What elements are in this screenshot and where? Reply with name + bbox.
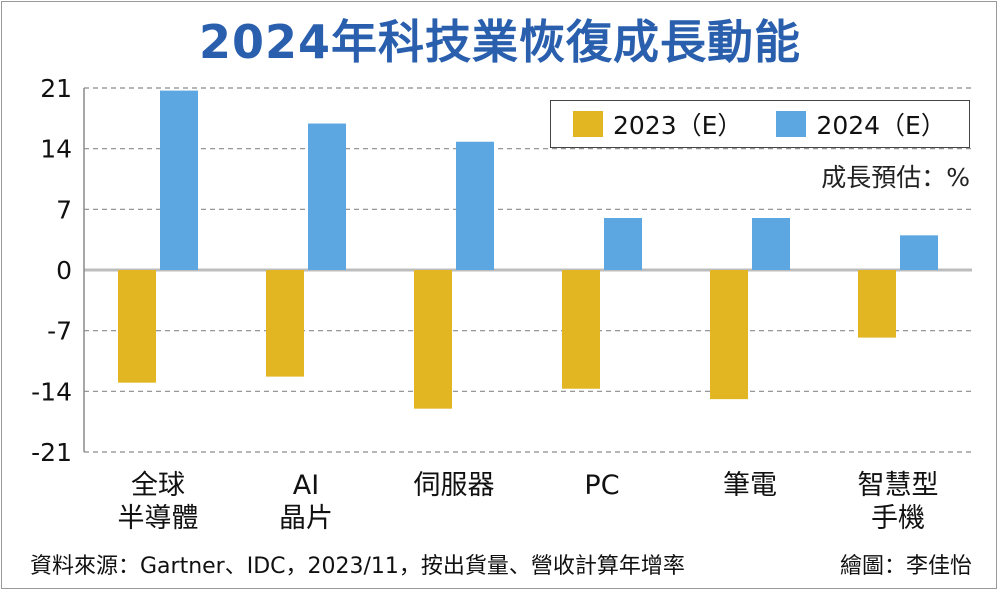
- legend-swatch-2024: [776, 111, 807, 137]
- unit-note: 成長預估：%: [821, 163, 970, 192]
- x-tick-label: AI: [293, 470, 319, 501]
- credit-note: 繪圖：李佳怡: [839, 554, 972, 579]
- bar-2023: [266, 270, 304, 377]
- legend-label-2024: 2024（E）: [816, 111, 946, 140]
- y-tick-label: 14: [40, 135, 72, 164]
- y-tick-label: 0: [56, 256, 72, 285]
- legend-item-2023: 2023（E）: [573, 106, 742, 142]
- bar-2024: [900, 235, 938, 270]
- x-tick-label: 手機: [871, 503, 925, 534]
- x-tick-label: 全球: [131, 470, 185, 501]
- bar-2024: [160, 90, 198, 270]
- y-tick-label: -14: [31, 377, 72, 406]
- x-tick-label: 晶片: [279, 503, 333, 534]
- legend-item-2024: 2024（E）: [776, 106, 946, 142]
- bar-2024: [752, 218, 790, 270]
- bar-2023: [858, 270, 896, 338]
- y-tick-label: -7: [47, 317, 72, 346]
- y-tick-label: 21: [40, 74, 72, 103]
- y-tick-label: 7: [56, 195, 72, 224]
- chart-title: 2024年科技業恢復成長動能: [198, 15, 802, 69]
- legend: 2023（E） 2024（E）: [550, 100, 970, 148]
- source-note: 資料來源：Gartner、IDC，2023/11，按出貨量、營收計算年增率: [30, 554, 685, 579]
- x-tick-label: PC: [584, 470, 619, 501]
- x-tick-label: 半導體: [118, 503, 199, 534]
- bar-2024: [604, 218, 642, 270]
- bar-2023: [118, 270, 156, 383]
- bar-2023: [414, 270, 452, 409]
- x-tick-label: 伺服器: [414, 470, 495, 501]
- bar-2023: [710, 270, 748, 400]
- bar-2024: [456, 141, 494, 270]
- legend-swatch-2023: [573, 111, 603, 137]
- x-tick-label: 智慧型: [858, 470, 939, 501]
- y-tick-label: -21: [31, 438, 72, 467]
- legend-label-2023: 2023（E）: [613, 111, 743, 140]
- bar-2024: [308, 123, 346, 271]
- bar-2023: [562, 270, 600, 389]
- x-tick-label: 筆電: [723, 470, 777, 501]
